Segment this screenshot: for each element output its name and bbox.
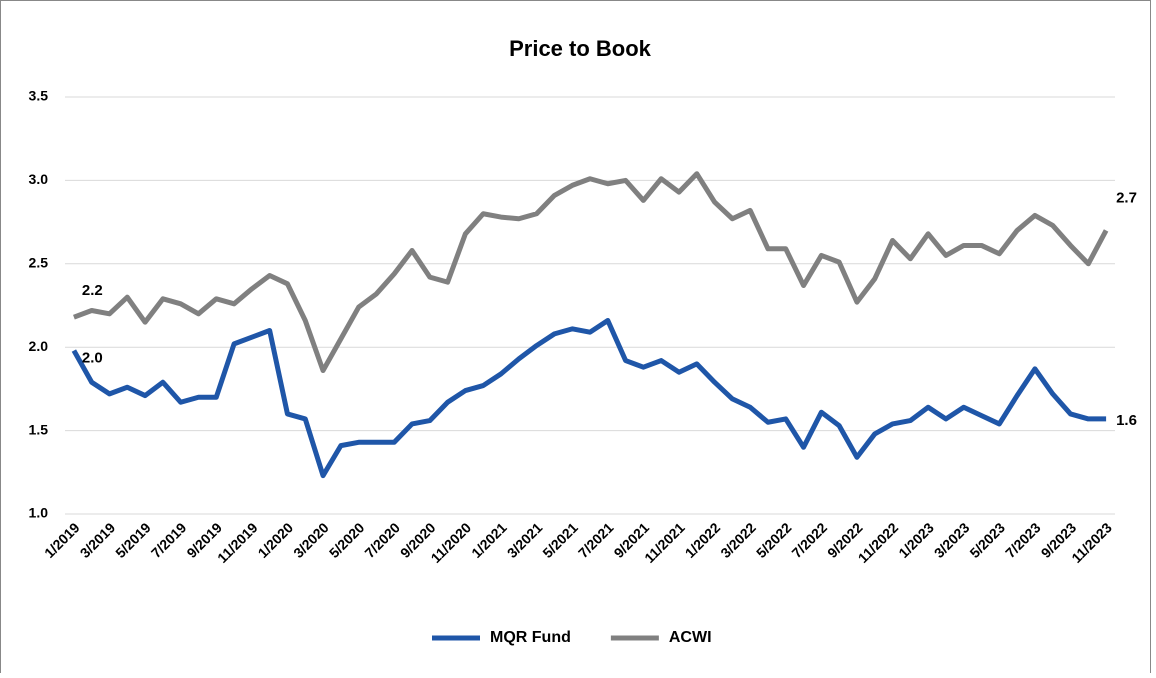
series-line: [73, 171, 1109, 374]
y-tick-label: 2.5: [29, 255, 49, 271]
data-label: 1.6: [1116, 412, 1137, 429]
legend-label: ACWI: [669, 629, 712, 646]
data-label: 2.2: [82, 282, 103, 299]
legend-label: MQR Fund: [490, 629, 571, 646]
y-tick-label: 3.5: [29, 88, 49, 104]
data-label: 2.7: [1116, 189, 1137, 206]
y-tick-label: 1.5: [29, 421, 49, 437]
y-tick-label: 1.0: [29, 505, 49, 521]
chart-title: Price to Book: [509, 36, 652, 61]
data-label: 2.0: [82, 350, 103, 367]
y-tick-label: 2.0: [29, 338, 49, 354]
y-tick-label: 3.0: [29, 171, 49, 187]
series-line: [71, 318, 1107, 479]
